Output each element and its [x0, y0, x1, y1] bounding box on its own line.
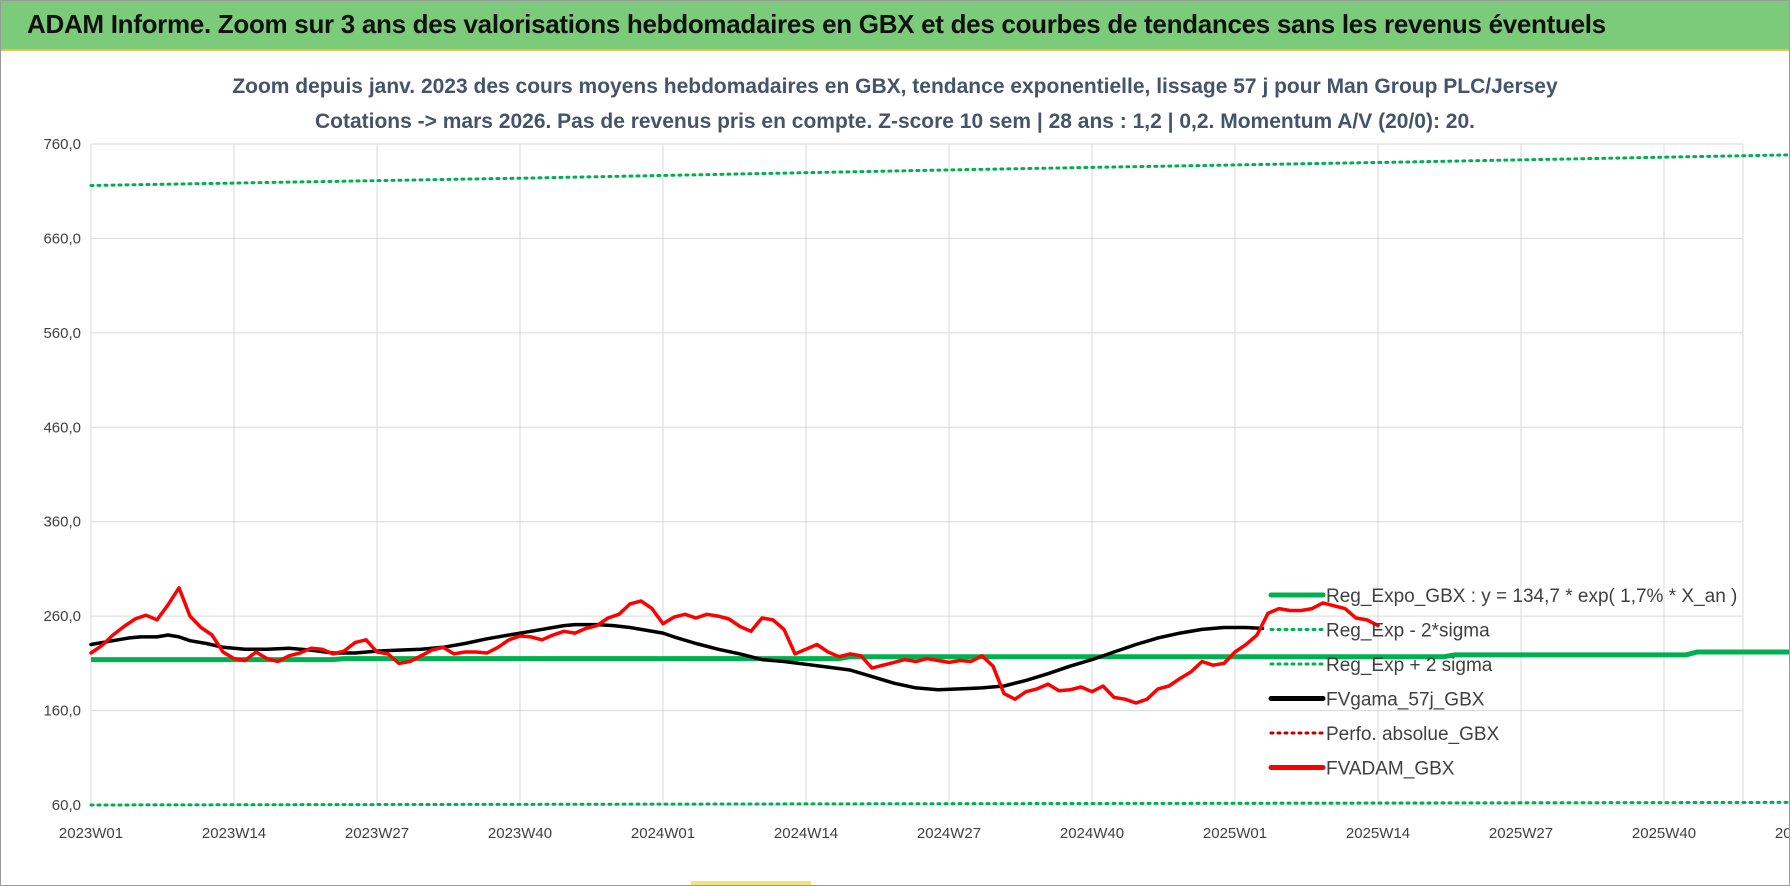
- y-tick-label: 560,0: [43, 325, 81, 342]
- legend-label: Reg_Exp + 2 sigma: [1326, 655, 1493, 676]
- series-fvadam-gbx: [89, 586, 1380, 705]
- legend-label: FVADAM_GBX: [1326, 759, 1455, 780]
- x-tick-label: 2024W14: [774, 825, 838, 842]
- x-tick-label: 2025W14: [1346, 825, 1410, 842]
- y-tick-label: 60,0: [52, 797, 81, 814]
- y-tick-label: 760,0: [43, 136, 81, 153]
- gridlines: [90, 143, 1744, 806]
- legend: Reg_Expo_GBX : y = 134,7 * exp( 1,7% * X…: [1268, 586, 1737, 780]
- series-reg-expo-gbx: [91, 649, 1789, 663]
- y-tick-label: 660,0: [43, 230, 81, 247]
- y-tick-label: 260,0: [43, 608, 81, 625]
- x-axis-tick-labels: 2023W01 2023W14 2023W27 2023W40 2024W01 2024W…: [59, 825, 1789, 842]
- x-tick-label: 2025W40: [1632, 825, 1696, 842]
- x-tick-label: 2025W01: [1203, 825, 1267, 842]
- series-fvgama-57j-gbx: [89, 622, 1265, 692]
- chart-title-line-2: Cotations -> mars 2026. Pas de revenus p…: [315, 110, 1475, 133]
- x-tick-label: 2023W27: [345, 825, 409, 842]
- series-reg-exp-2-sigma: [89, 153, 1789, 187]
- legend-label: Reg_Exp - 2*sigma: [1326, 621, 1490, 642]
- bottom-accent: [691, 881, 811, 885]
- y-tick-label: 460,0: [43, 419, 81, 436]
- header-banner: ADAM Informe. Zoom sur 3 ans des valoris…: [1, 1, 1789, 51]
- y-tick-label: 160,0: [43, 703, 81, 720]
- x-tick-label: 2024W01: [631, 825, 695, 842]
- series-reg-exp-2-sigma: [89, 800, 1789, 807]
- chart-title-line-1: Zoom depuis janv. 2023 des cours moyens …: [232, 75, 1558, 98]
- y-tick-label: 360,0: [43, 514, 81, 531]
- x-tick-label: 2023W14: [202, 825, 266, 842]
- x-tick-label: 2024W40: [1060, 825, 1124, 842]
- data-series: [89, 153, 1789, 807]
- y-axis-tick-labels: 760,0 660,0 560,0 460,0 360,0 260,0 160,0 60,0: [43, 136, 81, 814]
- legend-label: Perfo. absolue_GBX: [1326, 724, 1500, 745]
- legend-label: FVgama_57j_GBX: [1326, 690, 1485, 711]
- x-tick-label: 2026W01: [1775, 825, 1789, 842]
- legend-label: Reg_Expo_GBX : y = 134,7 * exp( 1,7% * X…: [1326, 586, 1737, 607]
- x-tick-label: 2024W27: [917, 825, 981, 842]
- banner-title: ADAM Informe. Zoom sur 3 ans des valoris…: [27, 9, 1606, 39]
- x-tick-label: 2023W40: [488, 825, 552, 842]
- x-tick-label: 2023W01: [59, 825, 123, 842]
- x-tick-label: 2025W27: [1489, 825, 1553, 842]
